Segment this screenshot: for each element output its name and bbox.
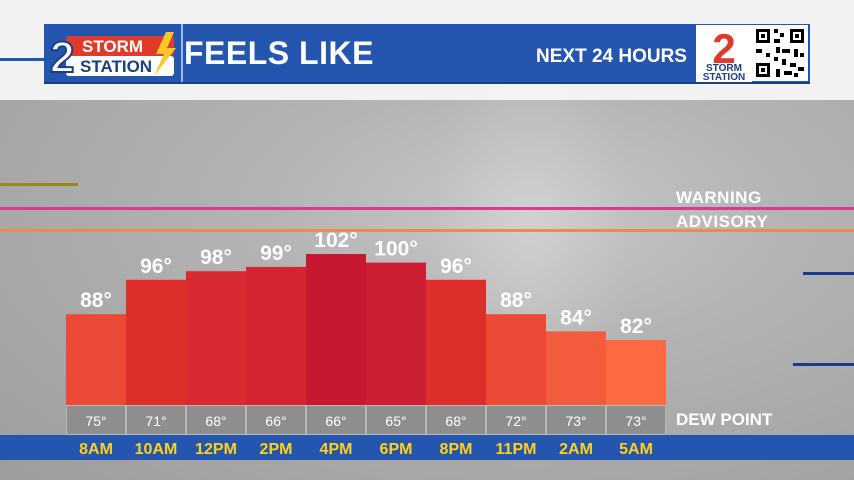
dew-point-value-5AM: 73°: [625, 413, 646, 429]
dew-point-label: DEW POINT: [676, 410, 773, 429]
value-label-2AM: 84°: [560, 306, 592, 329]
dew-cell-10AM: [126, 405, 186, 435]
value-label-6PM: 100°: [374, 238, 417, 261]
left-accent-dash-blue: [0, 58, 46, 61]
storm-station-logo: 2 STORM STATION: [49, 32, 176, 80]
storm-station-small-logo: 2 STORM STATION: [696, 25, 752, 82]
lightning-icon: [154, 32, 176, 76]
right-accent-dash-upper: [803, 272, 854, 275]
dew-point-value-8AM: 75°: [85, 413, 106, 429]
time-label-12PM: 12PM: [195, 441, 237, 458]
time-label-10AM: 10AM: [135, 441, 178, 458]
bar-4PM: [306, 254, 366, 405]
time-label-8AM: 8AM: [79, 441, 113, 458]
time-label-2PM: 2PM: [260, 441, 293, 458]
dew-cell-12PM: [186, 405, 246, 435]
page-title: FEELS LIKE: [184, 35, 374, 71]
time-strip: [0, 435, 854, 460]
dew-cell-8PM: [426, 405, 486, 435]
bar-8PM: [426, 279, 486, 405]
dew-cell-8AM: [66, 405, 126, 435]
value-label-12PM: 98°: [200, 246, 232, 269]
dew-point-value-12PM: 68°: [205, 413, 226, 429]
time-label-8PM: 8PM: [440, 441, 473, 458]
dew-point-value-2PM: 66°: [265, 413, 286, 429]
dew-point-value-11PM: 72°: [505, 413, 526, 429]
dew-cell-5AM: [606, 405, 666, 435]
header-bar: 2 STORM STATION FEELS LIKE NEXT 24 HOURS…: [44, 24, 810, 84]
bar-2PM: [246, 266, 306, 405]
dew-cell-4PM: [306, 405, 366, 435]
time-label-4PM: 4PM: [320, 441, 353, 458]
qr-code-icon[interactable]: [752, 25, 808, 81]
advisory-label: ADVISORY: [676, 212, 769, 231]
left-accent-dash-olive: [0, 183, 78, 186]
header-divider: [181, 24, 183, 82]
dew-cell-6PM: [366, 405, 426, 435]
time-label-2AM: 2AM: [559, 441, 593, 458]
value-label-5AM: 82°: [620, 315, 652, 338]
logo-right-number: 2: [712, 25, 735, 72]
dew-cell-2PM: [246, 405, 306, 435]
dew-point-value-4PM: 66°: [325, 413, 346, 429]
warning-line: [0, 207, 854, 210]
right-accent-dash-lower: [793, 363, 854, 366]
dew-point-value-8PM: 68°: [445, 413, 466, 429]
value-label-4PM: 102°: [314, 229, 357, 252]
bar-2AM: [546, 331, 606, 405]
dew-cell-2AM: [546, 405, 606, 435]
dew-point-value-2AM: 73°: [565, 413, 586, 429]
value-label-11PM: 88°: [500, 289, 532, 312]
value-label-10AM: 96°: [140, 255, 172, 278]
dew-point-value-10AM: 71°: [145, 413, 166, 429]
dew-cell-11PM: [486, 405, 546, 435]
logo-left-number: 2: [50, 33, 74, 80]
logo-right-bottom-text: STATION: [703, 72, 745, 82]
value-label-8AM: 88°: [80, 289, 112, 312]
bar-11PM: [486, 314, 546, 405]
logo-right-top-text: STORM: [706, 63, 742, 74]
bar-5AM: [606, 340, 666, 405]
bar-6PM: [366, 262, 426, 405]
logo-left-bottom-text: STATION: [80, 57, 152, 76]
bar-8AM: [66, 314, 126, 405]
time-label-6PM: 6PM: [380, 441, 413, 458]
time-label-5AM: 5AM: [619, 441, 653, 458]
value-label-8PM: 96°: [440, 255, 472, 278]
time-label-11PM: 11PM: [496, 441, 537, 458]
bar-12PM: [186, 271, 246, 405]
value-label-2PM: 99°: [260, 242, 292, 265]
logo-left-top-text: STORM: [82, 37, 143, 56]
bar-10AM: [126, 279, 186, 405]
page-subtitle: NEXT 24 HOURS: [536, 46, 687, 67]
advisory-line: [0, 229, 854, 232]
dew-point-value-6PM: 65°: [385, 413, 406, 429]
warning-label: WARNING: [676, 188, 762, 207]
